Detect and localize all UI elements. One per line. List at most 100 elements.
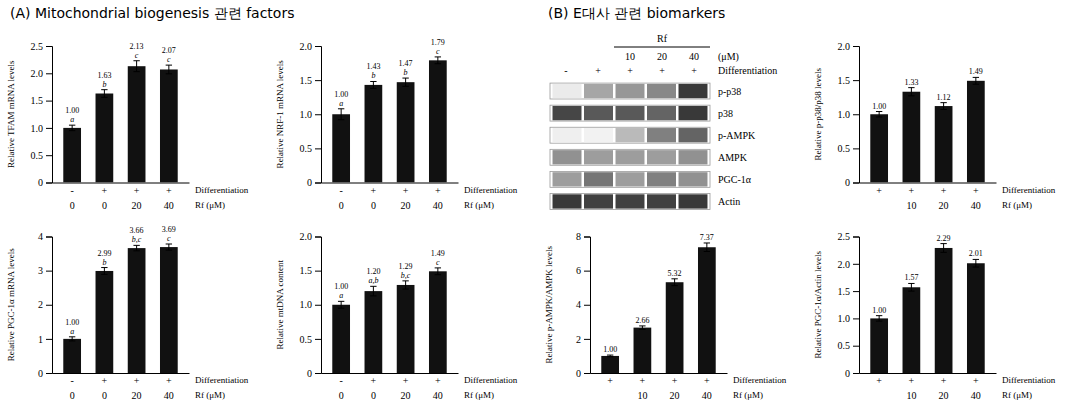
row-label: p-p38 <box>718 86 741 97</box>
bar <box>698 247 716 373</box>
y-tick: 1.5 <box>31 95 53 106</box>
rf-label: 40 <box>164 390 174 401</box>
y-tick-mark <box>46 155 52 156</box>
bar <box>63 339 81 373</box>
error-bar-stem <box>168 244 169 250</box>
y-tick: 1.5 <box>300 265 322 276</box>
error-bar-cap <box>370 295 376 296</box>
y-tick-mark <box>853 46 859 47</box>
x-tick: + <box>371 375 377 386</box>
significance-label: b,c <box>401 271 411 280</box>
y-axis-title: Relative NRF-1 mRNA levels <box>275 60 285 169</box>
error-bar-stem <box>72 125 73 130</box>
error-bar-cap <box>671 285 677 286</box>
y-axis-title: Relative PGC-1α/Actin levels <box>813 250 823 358</box>
y-tick-label: 1.0 <box>300 299 313 310</box>
error-bar <box>69 125 75 130</box>
error-bar-stem <box>373 286 374 296</box>
y-tick-label: 1.5 <box>31 95 44 106</box>
rf-label: 0 <box>371 390 376 401</box>
y-tick: 4 <box>38 231 52 242</box>
bar <box>332 114 350 182</box>
rf-label: 0 <box>102 200 107 211</box>
blot-frame <box>550 105 710 121</box>
error-bar-cap <box>338 301 344 302</box>
rf-row-label: Rf (μM) <box>733 390 763 400</box>
y-tick: 6 <box>576 265 590 276</box>
y-tick-label: 2.0 <box>838 259 851 270</box>
y-tick: 0.5 <box>838 143 860 154</box>
rf-label: 0 <box>70 390 75 401</box>
category-label: + <box>691 65 697 76</box>
y-tick-label: 1 <box>38 334 43 345</box>
error-bar <box>973 77 979 84</box>
row-label: p38 <box>718 108 733 119</box>
x-tick: + <box>973 375 979 386</box>
y-tick-mark <box>853 346 859 347</box>
y-axis: 01234 <box>38 231 53 379</box>
category-label: + <box>941 185 947 196</box>
plot-area <box>870 77 984 182</box>
y-tick-mark <box>46 373 52 374</box>
y-tick-label: 2.0 <box>300 231 313 242</box>
category-label: + <box>134 185 140 196</box>
y-tick-label: 0.5 <box>838 143 851 154</box>
rf-label: 20 <box>939 200 949 211</box>
y-tick-mark <box>584 305 590 306</box>
data-label: 2.66 <box>635 316 649 325</box>
x-tick: + <box>166 185 172 196</box>
error-bar-stem <box>706 243 707 252</box>
y-axis-line <box>315 237 322 374</box>
error-bar <box>435 57 441 64</box>
labels: a1.00b2.99b,c3.66c3.69Differentiation002… <box>6 225 249 401</box>
error-bar <box>671 279 677 286</box>
category-label: + <box>973 375 979 386</box>
bar <box>160 247 178 373</box>
rf-row-label: Rf (μM) <box>195 390 225 400</box>
y-tick-mark <box>853 80 859 81</box>
y-tick: 2.0 <box>300 231 322 242</box>
error-bar-stem <box>642 326 643 329</box>
y-tick-label: 0.5 <box>31 150 44 161</box>
category-label: + <box>102 375 108 386</box>
blot-band <box>679 84 708 98</box>
blot-band <box>616 172 645 186</box>
error-bar-stem <box>879 316 880 321</box>
significance-label: a <box>70 115 74 124</box>
y-axis-line <box>315 47 322 184</box>
y-tick: 0.5 <box>838 340 860 351</box>
error-bar-cap <box>435 274 441 275</box>
bar <box>935 248 953 373</box>
x-tick: + <box>973 185 979 196</box>
data-label: 5.32 <box>668 269 682 278</box>
blot-band <box>616 106 645 120</box>
y-axis-line <box>853 237 860 374</box>
error-bar-cap <box>370 88 376 89</box>
data-label: 3.66 <box>130 226 144 235</box>
x-axis-line <box>53 373 190 374</box>
y-tick: 0 <box>38 368 52 379</box>
y-tick-label: 1.0 <box>300 109 313 120</box>
significance-label: a <box>339 99 343 108</box>
bar-chart: a1.00b2.99b,c3.66c3.69Differentiation002… <box>6 225 249 401</box>
y-axis-title: Relative PGC-1α mRNA levels <box>6 248 16 361</box>
blot-frame <box>550 194 710 210</box>
error-bar-stem <box>911 88 912 96</box>
error-bar <box>370 81 376 88</box>
y-axis-line <box>46 237 53 374</box>
category-row-label: Differentiation <box>195 375 249 385</box>
data-label: 1.00 <box>65 106 79 115</box>
error-bar-cap <box>69 130 75 131</box>
y-tick-label: 2.0 <box>31 68 44 79</box>
significance-label: a <box>339 291 343 300</box>
error-bar-cap <box>973 259 979 260</box>
significance-label: b,c <box>132 235 142 244</box>
y-tick-label: 0 <box>845 368 850 379</box>
error-bar-cap <box>704 251 710 252</box>
y-tick-label: 0 <box>38 368 43 379</box>
error-bar-cap <box>133 71 139 72</box>
x-tick: + <box>909 375 915 386</box>
x-tick: + <box>134 375 140 386</box>
category-label: + <box>166 375 172 386</box>
y-axis-line <box>584 237 591 374</box>
